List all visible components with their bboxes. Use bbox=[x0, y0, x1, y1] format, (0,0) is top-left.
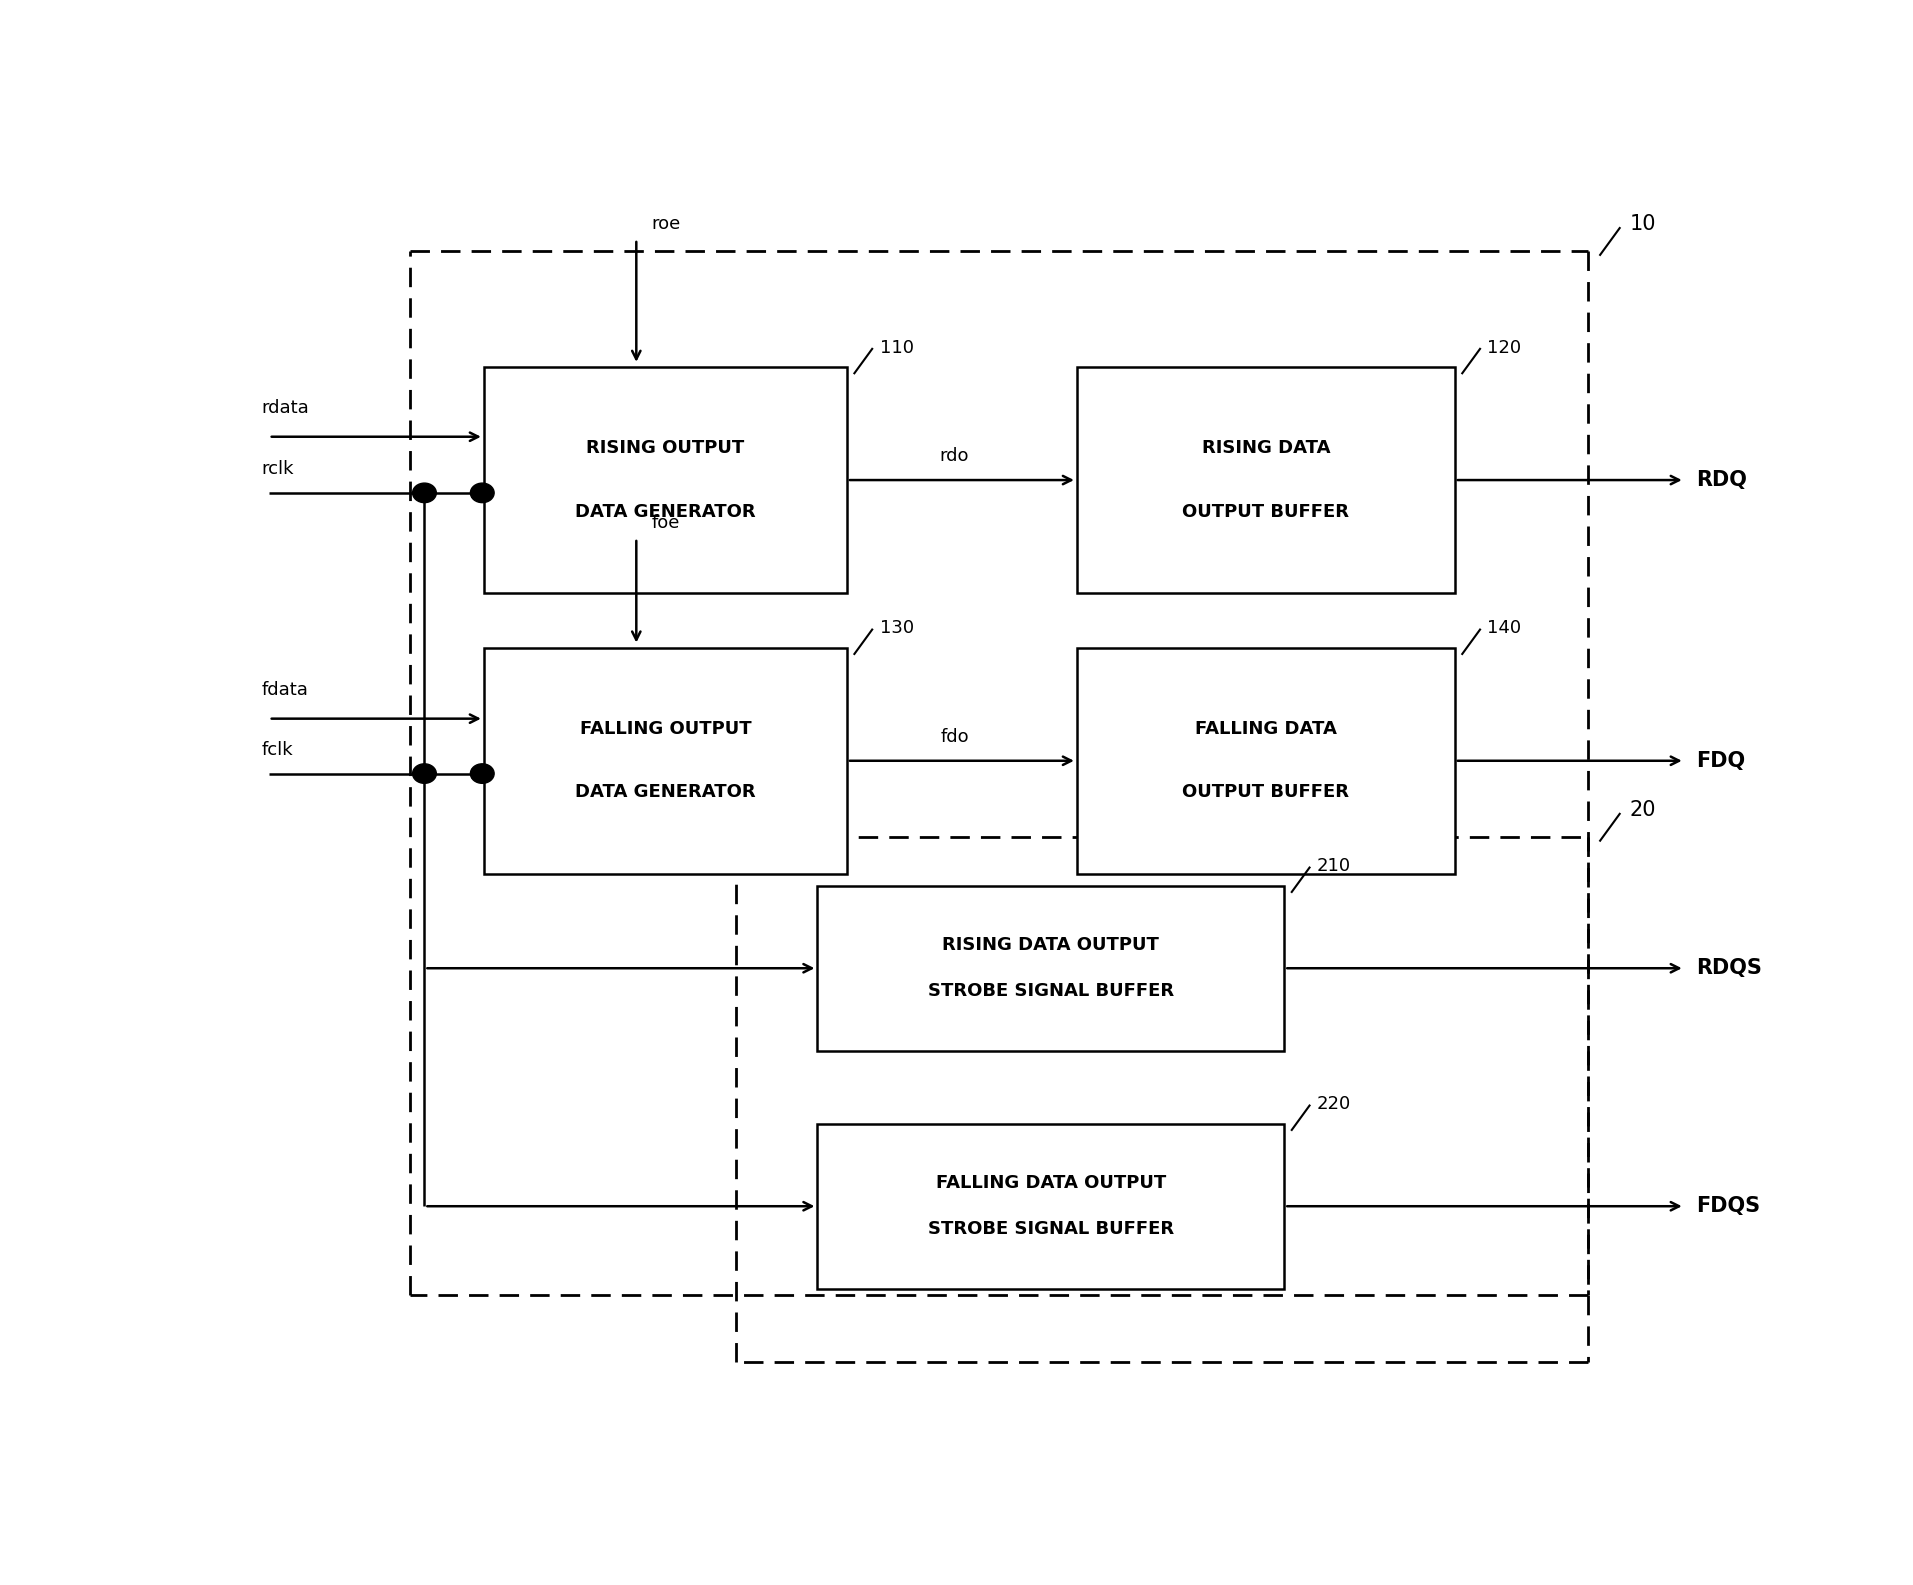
Text: 120: 120 bbox=[1488, 339, 1521, 357]
Text: RISING DATA OUTPUT: RISING DATA OUTPUT bbox=[943, 937, 1159, 954]
Text: DATA GENERATOR: DATA GENERATOR bbox=[576, 502, 756, 520]
Bar bbox=[1077, 648, 1454, 873]
Bar bbox=[817, 1124, 1284, 1289]
Text: 20: 20 bbox=[1630, 800, 1657, 819]
Bar bbox=[817, 886, 1284, 1051]
Text: FALLING DATA OUTPUT: FALLING DATA OUTPUT bbox=[935, 1174, 1165, 1192]
Circle shape bbox=[413, 764, 436, 783]
Text: 10: 10 bbox=[1630, 214, 1657, 235]
Text: roe: roe bbox=[650, 216, 681, 233]
Text: RISING DATA: RISING DATA bbox=[1201, 439, 1330, 458]
Text: fclk: fclk bbox=[262, 740, 293, 759]
Text: FDQ: FDQ bbox=[1697, 751, 1747, 770]
Text: 130: 130 bbox=[880, 620, 914, 637]
Bar bbox=[1077, 368, 1454, 593]
Circle shape bbox=[471, 483, 494, 502]
Text: RDQ: RDQ bbox=[1697, 471, 1747, 490]
Text: RISING OUTPUT: RISING OUTPUT bbox=[585, 439, 744, 458]
Text: 220: 220 bbox=[1316, 1095, 1351, 1113]
Text: FDQS: FDQS bbox=[1697, 1197, 1760, 1216]
Text: OUTPUT BUFFER: OUTPUT BUFFER bbox=[1182, 502, 1349, 520]
Text: OUTPUT BUFFER: OUTPUT BUFFER bbox=[1182, 783, 1349, 802]
Text: STROBE SIGNAL BUFFER: STROBE SIGNAL BUFFER bbox=[928, 1220, 1175, 1238]
Text: fdo: fdo bbox=[939, 728, 968, 747]
Bar bbox=[484, 648, 847, 873]
Text: rdo: rdo bbox=[939, 447, 970, 466]
Text: 140: 140 bbox=[1488, 620, 1521, 637]
Circle shape bbox=[471, 764, 494, 783]
Text: foe: foe bbox=[650, 514, 679, 533]
Circle shape bbox=[413, 483, 436, 502]
Text: FALLING DATA: FALLING DATA bbox=[1196, 720, 1337, 739]
Text: rclk: rclk bbox=[262, 460, 295, 479]
Text: 110: 110 bbox=[880, 339, 914, 357]
Text: 210: 210 bbox=[1316, 857, 1351, 875]
Bar bbox=[484, 368, 847, 593]
Text: fdata: fdata bbox=[262, 682, 308, 699]
Text: FALLING OUTPUT: FALLING OUTPUT bbox=[580, 720, 752, 739]
Text: rdata: rdata bbox=[262, 399, 310, 417]
Text: STROBE SIGNAL BUFFER: STROBE SIGNAL BUFFER bbox=[928, 983, 1175, 1000]
Text: DATA GENERATOR: DATA GENERATOR bbox=[576, 783, 756, 802]
Text: RDQS: RDQS bbox=[1697, 959, 1762, 978]
